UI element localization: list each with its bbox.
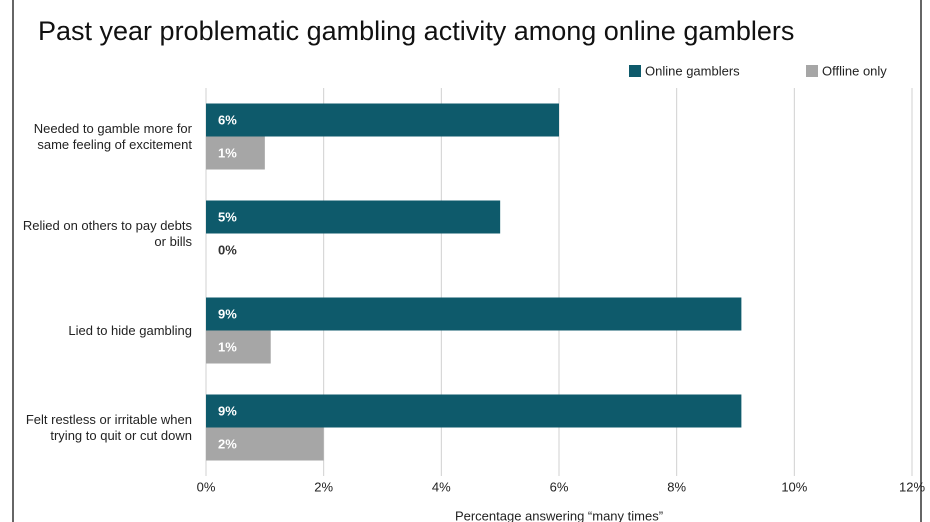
bar: [206, 297, 742, 331]
legend-label: Online gamblers: [645, 63, 740, 78]
data-label: 0%: [218, 242, 237, 257]
bar: [206, 330, 271, 364]
y-tick-label: Lied to hide gambling: [68, 322, 192, 338]
bar: [206, 427, 324, 461]
chart-title: Past year problematic gambling activity …: [38, 16, 794, 46]
y-tick-label: Relied on others to pay debts or bills: [22, 217, 192, 249]
x-tick-label: 10%: [781, 479, 807, 494]
x-tick-label: 6%: [550, 479, 569, 494]
data-label: 9%: [218, 403, 237, 418]
data-label: 2%: [218, 436, 237, 451]
y-tick-label: Needed to gamble more for same feeling o…: [33, 120, 192, 152]
legend-swatch: [806, 65, 818, 77]
data-label: 1%: [218, 145, 237, 160]
data-label: 6%: [218, 112, 237, 127]
x-axis-label: Percentage answering “many times”: [455, 508, 663, 522]
x-tick-label: 12%: [899, 479, 925, 494]
bar: [206, 394, 742, 428]
bar: [206, 200, 501, 234]
legend-label: Offline only: [822, 63, 887, 78]
data-label: 5%: [218, 209, 237, 224]
y-tick-label: Felt restless or irritable when trying t…: [25, 411, 192, 443]
data-label: 1%: [218, 339, 237, 354]
bar: [206, 136, 265, 170]
bar: [206, 103, 559, 137]
legend-swatch: [629, 65, 641, 77]
x-tick-label: 0%: [197, 479, 216, 494]
x-tick-label: 8%: [667, 479, 686, 494]
frame: [12, 0, 922, 522]
data-label: 9%: [218, 306, 237, 321]
x-tick-label: 2%: [314, 479, 333, 494]
x-tick-label: 4%: [432, 479, 451, 494]
